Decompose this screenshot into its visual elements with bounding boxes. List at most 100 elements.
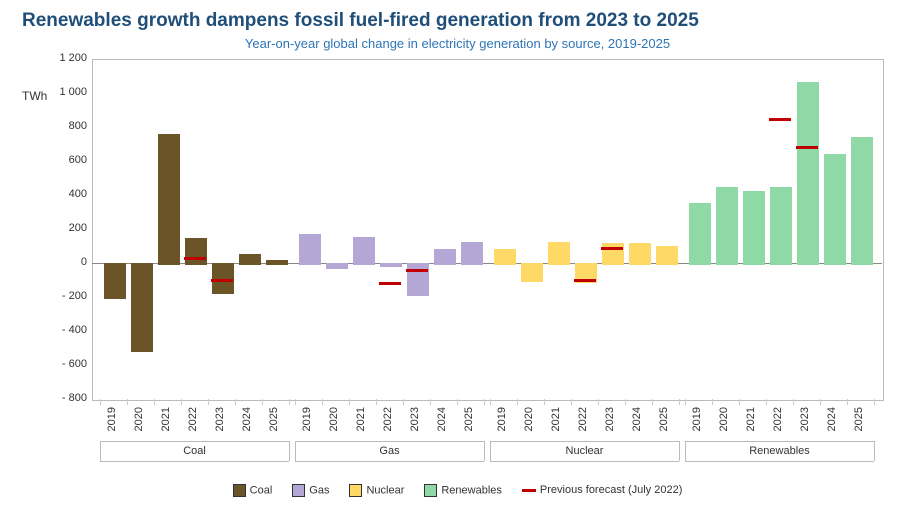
group-tick — [490, 441, 491, 461]
x-tick-mark — [322, 399, 323, 405]
forecast-mark — [379, 282, 401, 285]
x-tick-mark — [793, 399, 794, 405]
bar-nuclear-2024 — [629, 243, 651, 265]
y-tick: 400 — [37, 188, 87, 200]
x-tick-mark — [679, 399, 680, 405]
x-tick-label: 2022 — [772, 407, 784, 431]
bar-renewables-2022 — [770, 187, 792, 265]
legend: Coal Gas Nuclear Renewables Previous forecas… — [0, 484, 915, 497]
x-tick-label: 2023 — [799, 407, 811, 431]
group-divider — [490, 441, 679, 442]
x-tick-label: 2021 — [160, 407, 172, 431]
x-tick-label: 2025 — [463, 407, 475, 431]
group-divider — [100, 461, 289, 462]
forecast-mark — [184, 257, 206, 260]
bar-nuclear-2021 — [548, 242, 570, 265]
x-tick-label: 2025 — [658, 407, 670, 431]
group-label: Coal — [100, 445, 289, 457]
x-tick-mark — [766, 399, 767, 405]
x-tick-mark — [430, 399, 431, 405]
y-tick: - 200 — [37, 290, 87, 302]
x-tick-mark — [262, 399, 263, 405]
x-tick-label: 2022 — [577, 407, 589, 431]
y-tick: 0 — [37, 256, 87, 268]
chart-subtitle: Year-on-year global change in electricit… — [0, 36, 915, 59]
x-tick-mark — [484, 399, 485, 405]
x-tick-label: 2019 — [106, 407, 118, 431]
bar-renewables-2023 — [797, 82, 819, 265]
group-tick — [100, 441, 101, 461]
x-tick-mark — [652, 399, 653, 405]
group-tick — [295, 441, 296, 461]
x-tick-label: 2021 — [355, 407, 367, 431]
bar-nuclear-2019 — [494, 249, 516, 265]
x-tick-mark — [739, 399, 740, 405]
x-tick-mark — [403, 399, 404, 405]
group-tick — [679, 441, 680, 461]
y-tick: - 800 — [37, 392, 87, 404]
legend-item: Previous forecast (July 2022) — [522, 484, 682, 496]
x-tick-label: 2020 — [523, 407, 535, 431]
x-tick-mark — [457, 399, 458, 405]
legend-item: Coal — [233, 484, 273, 497]
y-tick: 600 — [37, 154, 87, 166]
bar-gas-2021 — [353, 237, 375, 265]
x-tick-label: 2019 — [691, 407, 703, 431]
x-tick-label: 2024 — [241, 407, 253, 431]
group-tick — [289, 441, 290, 461]
x-tick-mark — [625, 399, 626, 405]
chart-title: Renewables growth dampens fossil fuel-fi… — [0, 0, 915, 36]
y-tick: 200 — [37, 222, 87, 234]
x-tick-mark — [517, 399, 518, 405]
group-divider — [295, 441, 484, 442]
x-tick-mark — [685, 399, 686, 405]
x-tick-label: 2020 — [133, 407, 145, 431]
group-tick — [685, 441, 686, 461]
bar-coal-2025 — [266, 260, 288, 265]
x-tick-mark — [127, 399, 128, 405]
group-divider — [685, 441, 874, 442]
legend-item: Renewables — [424, 484, 502, 497]
x-tick-mark — [598, 399, 599, 405]
chart-area: TWh- 800- 600- 400- 20002004006008001 00… — [22, 59, 892, 494]
bar-gas-2020 — [326, 263, 348, 269]
group-label: Nuclear — [490, 445, 679, 457]
x-tick-label: 2025 — [853, 407, 865, 431]
x-tick-label: 2023 — [604, 407, 616, 431]
bar-coal-2021 — [158, 134, 180, 265]
x-tick-mark — [235, 399, 236, 405]
bar-coal-2020 — [131, 263, 153, 352]
x-tick-mark — [847, 399, 848, 405]
forecast-mark — [574, 279, 596, 282]
x-tick-mark — [289, 399, 290, 405]
bar-gas-2019 — [299, 234, 321, 265]
x-tick-label: 2020 — [328, 407, 340, 431]
legend-item: Nuclear — [349, 484, 404, 497]
x-tick-mark — [295, 399, 296, 405]
group-divider — [100, 441, 289, 442]
x-tick-label: 2024 — [436, 407, 448, 431]
x-tick-label: 2019 — [496, 407, 508, 431]
x-tick-label: 2021 — [745, 407, 757, 431]
x-tick-label: 2024 — [826, 407, 838, 431]
bar-coal-2019 — [104, 263, 126, 299]
y-tick: 1 200 — [37, 52, 87, 64]
forecast-mark — [211, 279, 233, 282]
bar-renewables-2025 — [851, 137, 873, 265]
y-tick: - 600 — [37, 358, 87, 370]
plot-area — [92, 59, 884, 401]
bar-renewables-2019 — [689, 203, 711, 265]
x-tick-label: 2023 — [214, 407, 226, 431]
group-tick — [484, 441, 485, 461]
legend-item: Gas — [292, 484, 329, 497]
bar-coal-2022 — [185, 238, 207, 266]
bar-coal-2024 — [239, 254, 261, 265]
group-label: Renewables — [685, 445, 874, 457]
y-tick: 1 000 — [37, 86, 87, 98]
y-tick: - 400 — [37, 324, 87, 336]
x-tick-label: 2025 — [268, 407, 280, 431]
forecast-mark — [769, 118, 791, 121]
x-tick-label: 2019 — [301, 407, 313, 431]
x-tick-mark — [181, 399, 182, 405]
x-tick-mark — [712, 399, 713, 405]
